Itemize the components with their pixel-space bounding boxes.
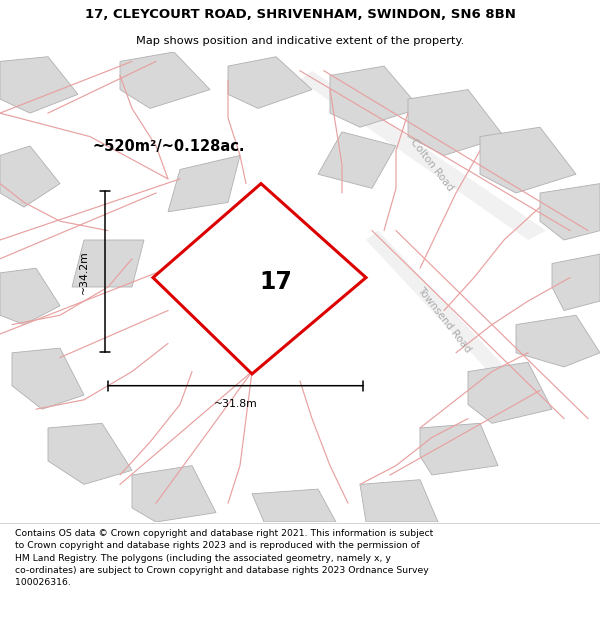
Polygon shape bbox=[168, 156, 240, 212]
Polygon shape bbox=[360, 480, 438, 522]
Polygon shape bbox=[0, 268, 60, 324]
Text: Contains OS data © Crown copyright and database right 2021. This information is : Contains OS data © Crown copyright and d… bbox=[15, 529, 433, 587]
Text: 17, CLEYCOURT ROAD, SHRIVENHAM, SWINDON, SN6 8BN: 17, CLEYCOURT ROAD, SHRIVENHAM, SWINDON,… bbox=[85, 8, 515, 21]
Polygon shape bbox=[120, 52, 210, 108]
Polygon shape bbox=[0, 57, 78, 113]
Polygon shape bbox=[330, 66, 420, 128]
Polygon shape bbox=[540, 184, 600, 240]
Polygon shape bbox=[300, 71, 546, 240]
Text: ~34.2m: ~34.2m bbox=[79, 250, 88, 294]
Polygon shape bbox=[468, 362, 552, 423]
Text: ~520m²/~0.128ac.: ~520m²/~0.128ac. bbox=[93, 139, 245, 154]
Polygon shape bbox=[72, 240, 144, 287]
Polygon shape bbox=[420, 423, 498, 475]
Polygon shape bbox=[252, 489, 336, 522]
Polygon shape bbox=[0, 146, 60, 207]
Polygon shape bbox=[318, 132, 396, 188]
Polygon shape bbox=[48, 423, 132, 484]
Polygon shape bbox=[132, 466, 216, 522]
Text: 17: 17 bbox=[260, 270, 292, 294]
Polygon shape bbox=[516, 315, 600, 367]
Text: Colton Road: Colton Road bbox=[409, 137, 455, 192]
Text: Map shows position and indicative extent of the property.: Map shows position and indicative extent… bbox=[136, 36, 464, 46]
Polygon shape bbox=[480, 127, 576, 193]
Text: ~31.8m: ~31.8m bbox=[214, 399, 257, 409]
Polygon shape bbox=[12, 348, 84, 409]
Polygon shape bbox=[153, 184, 366, 374]
Polygon shape bbox=[408, 89, 504, 156]
Polygon shape bbox=[552, 254, 600, 311]
Text: Townsend Road: Townsend Road bbox=[415, 285, 473, 354]
Polygon shape bbox=[366, 231, 540, 414]
Polygon shape bbox=[228, 57, 312, 108]
